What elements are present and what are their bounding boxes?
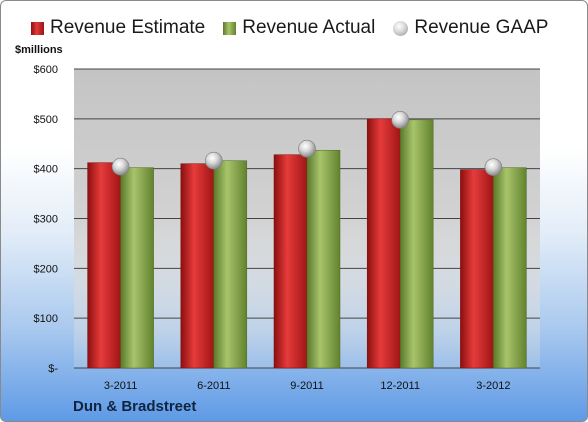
bar-revenue-actual <box>493 167 527 369</box>
legend-swatch-actual <box>223 21 237 35</box>
legend: Revenue Estimate Revenue Actual Revenue … <box>31 17 548 39</box>
bar-revenue-actual <box>213 160 248 369</box>
legend-swatch-estimate <box>31 21 44 35</box>
legend-item-gaap: Revenue GAAP <box>393 17 548 39</box>
x-tick-label: 3-2011 <box>104 380 137 392</box>
bar-revenue-estimate <box>180 163 215 369</box>
y-tick-label: $200 <box>34 263 58 275</box>
bar-revenue-estimate <box>87 162 121 369</box>
bar-revenue-actual <box>120 167 154 369</box>
legend-label-estimate: Revenue Estimate <box>50 17 206 38</box>
legend-swatch-gaap <box>393 20 409 36</box>
marker-revenue-gaap <box>111 157 130 176</box>
bar-revenue-estimate <box>366 118 401 369</box>
company-name: Dun & Bradstreet <box>73 398 197 415</box>
y-tick-label: $600 <box>34 64 58 76</box>
legend-label-actual: Revenue Actual <box>242 17 376 38</box>
x-tick-label: 9-2011 <box>290 380 323 392</box>
y-tick-label: $100 <box>34 313 58 325</box>
legend-label-gaap: Revenue GAAP <box>414 17 549 38</box>
marker-revenue-gaap <box>484 158 503 176</box>
x-tick-label: 6-2011 <box>197 380 230 392</box>
marker-revenue-gaap <box>205 151 223 170</box>
legend-item-actual: Revenue Actual <box>223 17 375 39</box>
y-tick-label: $500 <box>34 114 58 126</box>
y-axis-unit-label: $millions <box>15 44 63 56</box>
bar-revenue-estimate <box>460 169 494 369</box>
y-tick-label: $400 <box>34 164 58 176</box>
bar-revenue-estimate <box>273 154 308 369</box>
marker-revenue-gaap <box>298 139 316 158</box>
marker-revenue-gaap <box>391 111 410 129</box>
bar-revenue-actual <box>306 149 341 369</box>
legend-item-estimate: Revenue Estimate <box>31 17 205 39</box>
bar-revenue-actual <box>399 119 434 369</box>
x-tick-label: 3-2012 <box>476 380 510 392</box>
y-tick-label: $300 <box>34 214 58 226</box>
x-tick-label: 12-2011 <box>380 380 420 392</box>
y-tick-label: $- <box>48 363 58 375</box>
